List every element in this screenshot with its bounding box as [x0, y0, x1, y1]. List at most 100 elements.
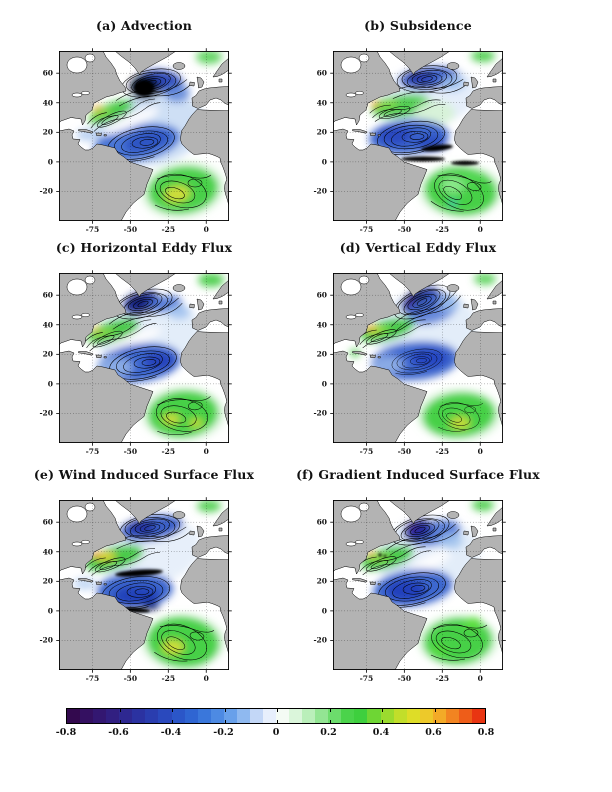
x-tick-label: 0	[203, 674, 209, 683]
colorbar-cell	[315, 709, 329, 723]
y-tick-label: 40	[316, 320, 327, 330]
y-tick-label: -20	[313, 186, 327, 196]
colorbar-tick-label: 0	[272, 727, 280, 738]
x-tick-label: -50	[123, 447, 138, 456]
panel-title-a: (a) Advection	[95, 18, 193, 33]
x-axis-d: -75 -50 -25 0	[333, 443, 503, 457]
x-tick-label: -50	[123, 674, 138, 683]
y-tick-label: 40	[316, 98, 327, 108]
x-tick-label: -25	[435, 225, 450, 234]
y-tick-label: 0	[321, 379, 327, 389]
y-tick-label: 60	[42, 290, 53, 300]
colorbar-tick-mark	[329, 720, 331, 723]
panel-c: (c) Horizontal Eddy Flux	[39, 240, 233, 456]
colorbar-cell	[106, 709, 120, 723]
x-tick-label: -75	[359, 674, 374, 683]
map-f	[329, 496, 507, 674]
colorbar-cell	[184, 709, 198, 723]
x-tick-label: 0	[477, 225, 483, 234]
colorbar-tick-label: -0.8	[55, 727, 77, 738]
x-tick-label: -25	[435, 674, 450, 683]
y-tick-label: 60	[42, 517, 53, 527]
x-axis-e: -75 -50 -25 0	[59, 670, 229, 684]
y-tick-label: 0	[47, 157, 53, 167]
y-tick-label: -20	[39, 408, 53, 418]
x-tick-label: 0	[203, 225, 209, 234]
y-tick-label: 0	[321, 606, 327, 616]
colorbar-gradient	[66, 708, 486, 724]
x-tick-label: -50	[123, 225, 138, 234]
panel-title-c: (c) Horizontal Eddy Flux	[55, 240, 233, 255]
y-tick-label: 60	[316, 290, 327, 300]
colorbar-tick-mark	[224, 720, 226, 723]
y-tick-label: 0	[321, 157, 327, 167]
colorbar-cell	[393, 709, 407, 723]
colorbar-tick-label: 0.2	[320, 727, 337, 738]
colorbar-tick-label: -0.6	[108, 727, 129, 738]
colorbar-tick-mark	[277, 709, 278, 712]
colorbar-tick-mark	[382, 720, 383, 723]
colorbar-labels: -0.8 -0.6 -0.4 -0.2 0 0.2 0.4 0.6 0.8	[56, 727, 495, 741]
y-tick-label: 60	[42, 68, 53, 78]
x-tick-label: -75	[359, 447, 374, 456]
colorbar-cell	[445, 709, 459, 723]
x-tick-label: 0	[477, 674, 483, 683]
y-tick-label: 20	[316, 576, 327, 586]
colorbar-tick-mark	[119, 709, 121, 712]
colorbar-tick-label: -0.4	[160, 727, 182, 738]
y-tick-label: 40	[42, 98, 53, 108]
colorbar-tick-mark	[434, 720, 436, 723]
colorbar-cell	[341, 709, 355, 723]
map-c	[55, 269, 233, 447]
y-tick-label: 20	[42, 127, 53, 137]
colorbar-cell	[328, 709, 342, 723]
map-frame	[58, 272, 230, 444]
colorbar-cell	[210, 709, 224, 723]
x-tick-label: -75	[359, 225, 374, 234]
colorbar-tick-mark	[172, 709, 173, 712]
colorbar-cell	[289, 709, 303, 723]
colorbar-cell	[367, 709, 381, 723]
colorbar-cell	[276, 709, 290, 723]
x-axis-a: -75 -50 -25 0	[59, 221, 229, 235]
y-tick-label: -20	[39, 186, 53, 196]
map-frame	[332, 499, 504, 671]
colorbar-cell	[302, 709, 316, 723]
colorbar-tick-mark	[434, 709, 436, 712]
map-e	[55, 496, 233, 674]
panel-b: (b) Subsidence	[313, 18, 507, 234]
y-tick-label: 60	[316, 68, 327, 78]
colorbar-tick-label: 0.8	[477, 727, 495, 738]
colorbar-cell	[471, 709, 485, 723]
colorbar: -0.8 -0.6 -0.4 -0.2 0 0.2 0.4 0.6 0.8	[56, 708, 495, 741]
panel-a: (a) Advection	[39, 18, 233, 234]
y-tick-label: 0	[47, 606, 53, 616]
x-tick-label: -50	[397, 447, 412, 456]
map-frame	[58, 50, 230, 222]
y-tick-label: 20	[316, 127, 327, 137]
colorbar-tick-label: 0.6	[425, 727, 442, 738]
x-tick-label: -50	[397, 225, 412, 234]
map-frame	[58, 499, 230, 671]
colorbar-tick-mark	[382, 709, 383, 712]
colorbar-cell	[458, 709, 472, 723]
colorbar-cell	[236, 709, 250, 723]
colorbar-cell	[67, 709, 81, 723]
colorbar-cell	[158, 709, 172, 723]
x-axis-b: -75 -50 -25 0	[333, 221, 503, 235]
y-tick-label: 20	[42, 576, 53, 586]
colorbar-cell	[132, 709, 146, 723]
colorbar-cell	[119, 709, 133, 723]
panel-title-f: (f) Gradient Induced Surface Flux	[296, 467, 540, 482]
x-tick-label: -50	[397, 674, 412, 683]
colorbar-cell	[406, 709, 420, 723]
colorbar-cell	[197, 709, 211, 723]
colorbar-tick-mark	[277, 720, 278, 723]
colorbar-cell	[354, 709, 368, 723]
y-tick-label: -20	[313, 408, 327, 418]
colorbar-cell	[432, 709, 446, 723]
colorbar-cell	[223, 709, 237, 723]
map-frame	[332, 50, 504, 222]
x-tick-label: -75	[85, 225, 100, 234]
